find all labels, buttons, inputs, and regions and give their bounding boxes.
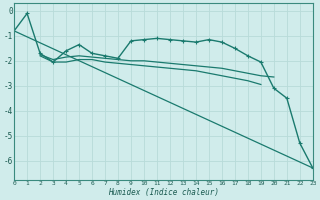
X-axis label: Humidex (Indice chaleur): Humidex (Indice chaleur) [108,188,219,197]
